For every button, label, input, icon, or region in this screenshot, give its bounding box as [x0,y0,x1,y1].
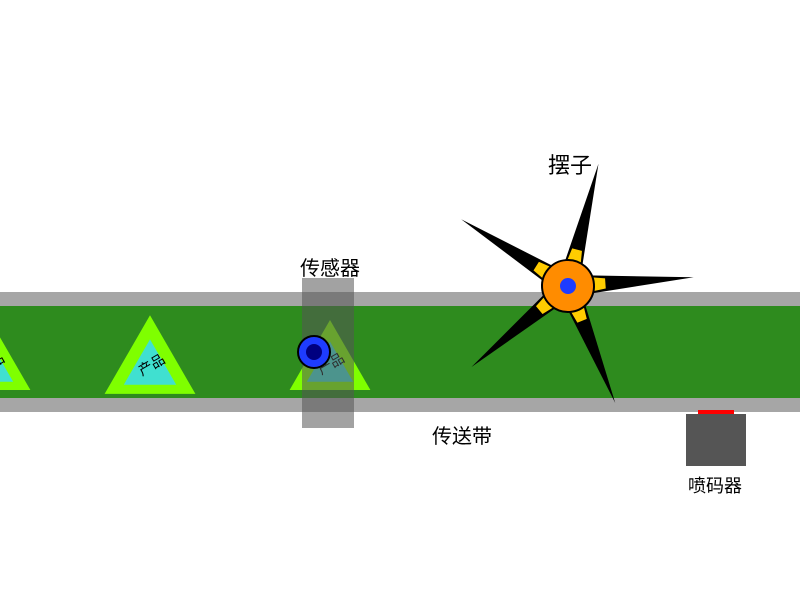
sensor-label: 传感器 [300,252,360,281]
printer-body [686,414,746,466]
diagram-svg: 产品产品产品 [0,0,800,600]
conveyor-label: 传送带 [432,420,492,449]
sensor-ring-inner [306,344,322,360]
diagram-canvas: 产品产品产品 摆子 传感器 传送带 喷码器 [0,0,800,600]
pendulum-label: 摆子 [548,148,592,180]
conveyor-rail-top [0,292,800,306]
conveyor-rail-bottom [0,398,800,412]
printer-label: 喷码器 [688,472,742,498]
